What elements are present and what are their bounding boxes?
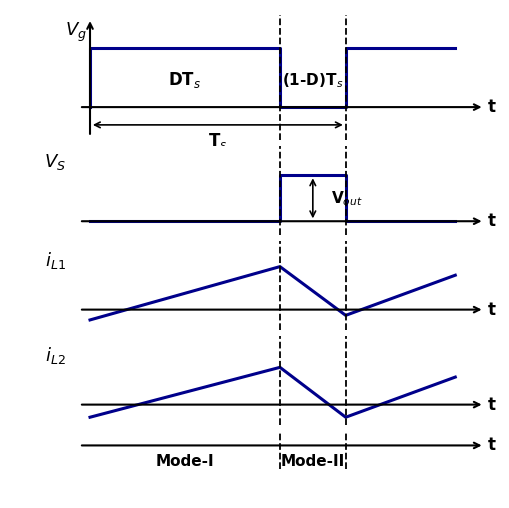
Text: $i_{L2}$: $i_{L2}$ xyxy=(45,345,66,366)
Text: t: t xyxy=(487,436,495,455)
Text: t: t xyxy=(487,98,495,116)
Text: DT$_s$: DT$_s$ xyxy=(168,71,201,90)
Text: t: t xyxy=(487,301,495,319)
Text: t: t xyxy=(487,212,495,230)
Text: T$_s$: T$_s$ xyxy=(208,131,227,151)
Text: (1-D)T$_s$: (1-D)T$_s$ xyxy=(281,71,343,90)
Text: Mode-II: Mode-II xyxy=(280,454,344,469)
Text: $V_g$: $V_g$ xyxy=(64,21,86,44)
Text: t: t xyxy=(487,396,495,414)
Text: Mode-I: Mode-I xyxy=(155,454,214,469)
Text: V$_{out}$: V$_{out}$ xyxy=(330,189,362,208)
Text: $V_S$: $V_S$ xyxy=(44,152,66,172)
Text: $i_{L1}$: $i_{L1}$ xyxy=(45,250,66,271)
